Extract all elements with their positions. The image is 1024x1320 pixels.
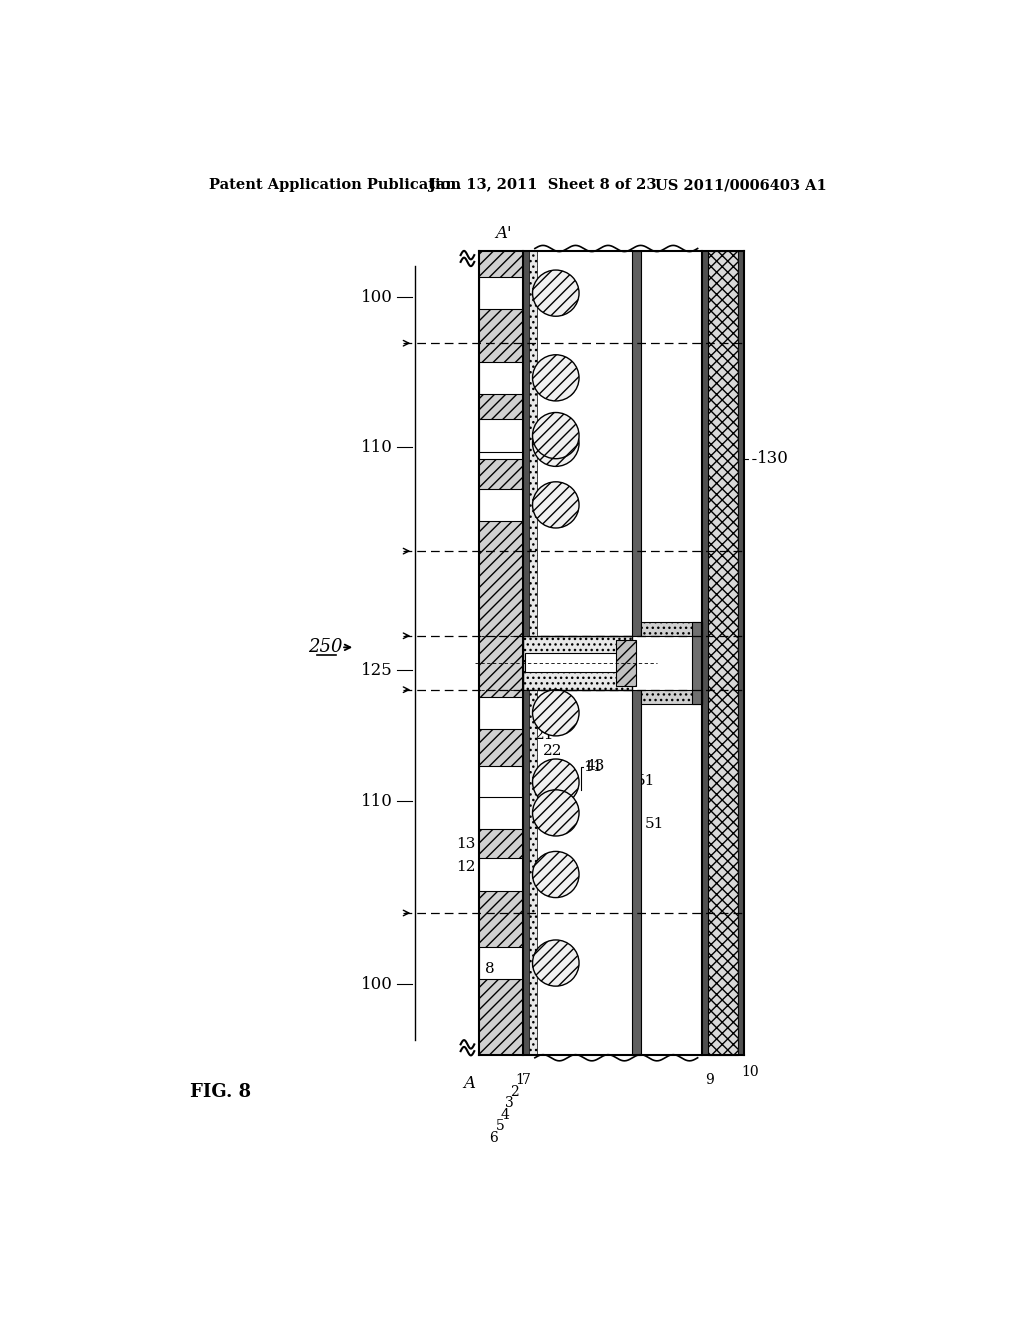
- Circle shape: [532, 789, 579, 836]
- Bar: [701, 251, 708, 1056]
- Circle shape: [532, 482, 579, 528]
- Circle shape: [532, 271, 579, 317]
- Text: 4: 4: [500, 1107, 509, 1122]
- Text: 250: 250: [308, 639, 343, 656]
- Text: 5: 5: [496, 1119, 505, 1134]
- Text: 9: 9: [705, 1073, 714, 1088]
- Text: 51: 51: [636, 775, 655, 788]
- Text: 43: 43: [586, 759, 604, 774]
- Bar: [479, 946, 527, 979]
- Bar: [479, 858, 527, 891]
- Text: Jan. 13, 2011  Sheet 8 of 23: Jan. 13, 2011 Sheet 8 of 23: [429, 178, 656, 193]
- Bar: [641, 622, 701, 636]
- Bar: [641, 689, 701, 704]
- Text: Patent Application Publication: Patent Application Publication: [209, 178, 462, 193]
- Text: FIG. 8: FIG. 8: [190, 1082, 251, 1101]
- Bar: [523, 636, 632, 689]
- Bar: [479, 697, 527, 729]
- Text: 2: 2: [510, 1085, 518, 1098]
- Bar: [479, 428, 527, 459]
- Circle shape: [532, 420, 579, 466]
- Text: 130: 130: [758, 450, 790, 467]
- Circle shape: [532, 759, 579, 805]
- Bar: [479, 797, 527, 829]
- Bar: [529, 689, 538, 1056]
- Text: 21: 21: [535, 729, 554, 742]
- Text: 110: 110: [361, 438, 393, 455]
- Text: 7: 7: [522, 1073, 530, 1088]
- Bar: [692, 622, 701, 704]
- Text: 6: 6: [489, 1131, 498, 1144]
- Circle shape: [532, 413, 579, 459]
- Text: 110: 110: [361, 793, 393, 810]
- Circle shape: [532, 851, 579, 898]
- Bar: [523, 251, 529, 636]
- Circle shape: [532, 355, 579, 401]
- Bar: [708, 251, 738, 1056]
- Bar: [632, 251, 641, 636]
- Text: 10: 10: [741, 1065, 759, 1080]
- Text: 22: 22: [543, 743, 562, 758]
- Text: 100: 100: [361, 289, 393, 305]
- Text: A': A': [496, 224, 512, 242]
- Text: 3: 3: [505, 1096, 514, 1110]
- Text: 13: 13: [456, 837, 475, 850]
- Bar: [479, 277, 527, 309]
- Bar: [529, 251, 538, 636]
- Bar: [738, 251, 744, 1056]
- Bar: [616, 640, 636, 686]
- Text: US 2011/0006403 A1: US 2011/0006403 A1: [655, 178, 826, 193]
- Bar: [479, 362, 527, 395]
- Bar: [479, 766, 527, 799]
- Bar: [479, 251, 523, 1056]
- Text: 1: 1: [516, 1073, 524, 1088]
- Bar: [632, 689, 641, 1056]
- Circle shape: [532, 689, 579, 737]
- Bar: [479, 488, 527, 521]
- Text: 8: 8: [485, 962, 495, 975]
- Text: 12: 12: [456, 859, 475, 874]
- Text: 100: 100: [361, 975, 393, 993]
- Circle shape: [532, 940, 579, 986]
- Bar: [479, 420, 527, 451]
- Text: 51: 51: [645, 817, 665, 832]
- Bar: [523, 689, 529, 1056]
- Text: 11: 11: [583, 760, 602, 774]
- Bar: [524, 653, 630, 672]
- Text: 125: 125: [361, 661, 393, 678]
- Text: A: A: [463, 1074, 475, 1092]
